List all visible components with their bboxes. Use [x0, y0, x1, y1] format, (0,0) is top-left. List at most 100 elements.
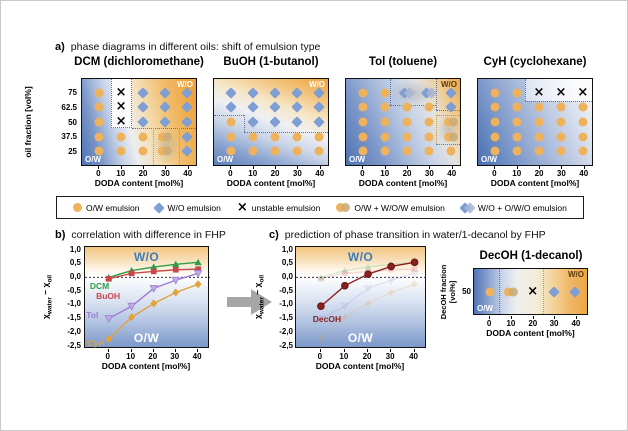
tol-data-point: [316, 315, 326, 323]
y-tick: 0,5: [69, 258, 81, 268]
x-tick: 10: [248, 169, 258, 178]
x-axis-ticks-decoh: 0 10 20 30 40: [473, 316, 588, 329]
region-label-wo: W/O: [177, 80, 193, 89]
x-axis-ticks: 0 10 20 30 40: [213, 166, 329, 179]
cyh-data-point: [341, 313, 349, 322]
ow-emulsion-marker: [380, 132, 390, 142]
x-tick: 40: [315, 169, 325, 178]
x-tick: 30: [556, 169, 566, 178]
x-tick-mark: [197, 349, 199, 352]
x-tick: 10: [339, 352, 349, 361]
ow-emulsion-marker: [94, 132, 104, 142]
ow-emulsion-marker: [292, 132, 302, 142]
ow-emulsion-marker: [292, 146, 302, 156]
panel-title-cyh: CyH (cyclohexane): [483, 56, 587, 68]
x-tick: 30: [549, 319, 559, 328]
section-b-title: correlation with difference in FHP: [71, 229, 226, 241]
cyh-data-point: [105, 335, 113, 344]
wo-emulsion-marker: [291, 87, 303, 99]
x-tick-mark: [516, 166, 518, 169]
ow-emulsion-marker: [485, 287, 495, 296]
wo-emulsion-marker: [181, 145, 193, 157]
buoh-data-point: [105, 276, 112, 282]
y-tick: 0,5: [281, 258, 293, 268]
x-tick: 10: [512, 169, 522, 178]
cyh-data-point: [317, 335, 325, 344]
ow-emulsion-marker: [512, 146, 522, 156]
wo-emulsion-marker: [569, 285, 581, 298]
legend: O/W emulsion W/O emulsion × unstable emulsi…: [56, 196, 584, 219]
ow-emulsion-marker: [380, 102, 390, 112]
x-tick-mark: [384, 166, 386, 169]
x-tick-mark: [539, 166, 541, 169]
x-tick: 40: [183, 169, 193, 178]
ow-emulsion-marker: [116, 132, 126, 142]
region-boundary: [152, 128, 154, 165]
section-c-label: c): [269, 229, 279, 241]
legend-label: W/O emulsion: [167, 202, 221, 213]
x-tick: 40: [447, 169, 457, 178]
chi-axis-label-b: χwater − χoil: [41, 275, 54, 319]
panel-title-buoh: BuOH (1-butanol): [223, 56, 319, 68]
phase-panel-dcm: DCM (dichloromethane) × × × W/O O/W 0 10 20 3…: [59, 56, 219, 196]
wo-owo-emulsion-marker: [420, 87, 438, 99]
x-tick: 20: [402, 169, 412, 178]
legend-label: W/O + O/W/O emulsion: [477, 202, 567, 213]
ow-emulsion-marker: [94, 102, 104, 112]
ow-emulsion-marker: [578, 132, 588, 142]
x-axis-label: DODA content [mol%]: [226, 178, 316, 188]
ow-emulsion-marker: [94, 146, 104, 156]
wo-emulsion-marker: [269, 101, 281, 114]
tol-data-point: [193, 270, 203, 278]
panel-title-tol: Tol (toluene): [368, 56, 438, 68]
x-axis-label-c: DODA content [mol%]: [315, 361, 405, 371]
wo-emulsion-marker: [137, 87, 149, 99]
cyh-data-point: [411, 280, 418, 289]
chi-sub-water: water: [46, 297, 54, 315]
ow-emulsion-marker: [556, 132, 566, 142]
ow-emulsion-marker: [380, 146, 390, 156]
legend-item: W/O emulsion: [153, 201, 221, 214]
dcm-data-point: [317, 273, 325, 281]
x-tick-mark: [429, 166, 431, 169]
x-axis-ticks: 0 10 20 30 40: [81, 166, 197, 179]
ow-emulsion-marker: [314, 146, 324, 156]
chi-sub-oil: oil: [46, 274, 54, 283]
region-boundary: [524, 101, 592, 103]
panel-title-dcm: DCM (dichloromethane): [74, 56, 204, 68]
chi-symbol: χ: [40, 314, 51, 320]
buoh-data-point: [172, 266, 179, 273]
phase-diagram-tol: W/O O/W: [345, 78, 461, 166]
oil-fraction-axis-label: oil fraction [vol%]: [23, 86, 33, 158]
unstable-emulsion-marker: ×: [577, 84, 589, 100]
x-axis-ticks-c: 0 10 20 30 40: [295, 349, 426, 362]
ow-emulsion-marker: [358, 146, 368, 156]
x-tick-mark: [230, 166, 232, 169]
tol-data-point: [127, 302, 136, 311]
ow-emulsion-marker-icon: [73, 203, 83, 212]
ow-emulsion-marker: [578, 102, 588, 112]
x-tick-mark: [390, 349, 392, 352]
ow-emulsion-marker: [424, 132, 434, 142]
ow-emulsion-marker: [358, 102, 368, 112]
x-tick-mark: [143, 166, 145, 169]
oil-fraction-axis-ticks: 75 62.5 50 37.5 25: [47, 78, 77, 166]
ow-emulsion-marker: [314, 132, 324, 142]
legend-label: O/W emulsion: [86, 202, 140, 213]
legend-item: W/O + O/W/O emulsion: [459, 201, 567, 214]
section-b-label: b): [55, 229, 66, 241]
unstable-emulsion-marker: ×: [533, 84, 545, 100]
ow-emulsion-marker: [358, 88, 368, 98]
x-tick-mark: [319, 166, 321, 169]
ow-emulsion-marker: [380, 117, 390, 127]
x-tick: 10: [116, 169, 126, 178]
dcm-data-point: [194, 258, 202, 266]
ow-wow-emulsion-marker: [504, 287, 519, 296]
wo-emulsion-marker: [181, 87, 193, 99]
ow-wow-emulsion-marker-icon: [336, 203, 351, 212]
wo-emulsion-marker: [313, 116, 325, 128]
marker-layer: ×: [474, 269, 587, 314]
buoh-data-point: [195, 266, 201, 272]
wo-emulsion-marker: [159, 87, 171, 99]
